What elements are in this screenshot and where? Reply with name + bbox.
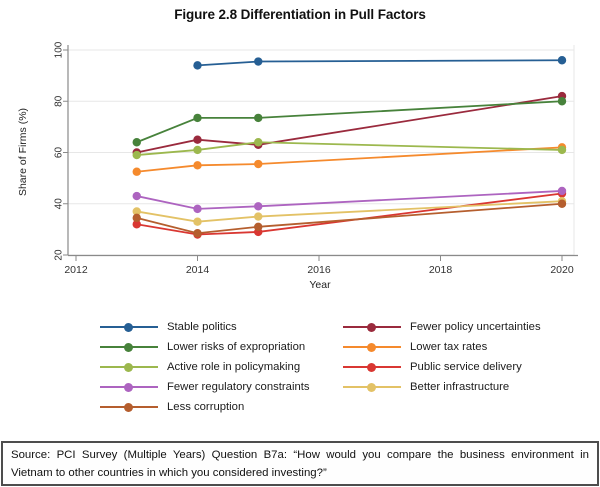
series-marker bbox=[193, 135, 202, 144]
series-marker bbox=[132, 138, 141, 147]
series-marker bbox=[132, 150, 141, 160]
legend-line-marker bbox=[100, 382, 158, 393]
series-line bbox=[136, 146, 563, 173]
legend-label: Active role in policymaking bbox=[167, 361, 301, 373]
legend-item: Fewer regulatory constraints bbox=[100, 377, 343, 397]
legend-line-marker bbox=[100, 322, 158, 333]
series-marker bbox=[193, 229, 202, 238]
x-tick-label: 2012 bbox=[64, 264, 88, 276]
legend-line-marker bbox=[343, 322, 401, 333]
legend-line-marker bbox=[100, 362, 158, 373]
series-line bbox=[136, 141, 563, 156]
series-marker bbox=[132, 213, 141, 223]
legend-item: Stable politics bbox=[100, 317, 343, 337]
series-marker bbox=[254, 113, 263, 123]
legend-item: Lower risks of expropriation bbox=[100, 337, 343, 357]
x-tick-label: 2014 bbox=[186, 264, 210, 276]
source-note-text: Source: PCI Survey (Multiple Years) Ques… bbox=[11, 449, 589, 479]
legend-label: Better infrastructure bbox=[410, 381, 510, 393]
figure-title: Figure 2.8 Differentiation in Pull Facto… bbox=[174, 7, 426, 22]
x-axis-title: Year bbox=[309, 279, 331, 291]
legend-line-marker bbox=[100, 342, 158, 353]
legend-label: Stable politics bbox=[167, 321, 237, 333]
legend-label: Public service delivery bbox=[410, 361, 522, 373]
series-marker bbox=[557, 186, 567, 196]
series-marker bbox=[193, 161, 202, 170]
series-marker bbox=[254, 57, 263, 66]
legend-line-marker bbox=[343, 362, 401, 373]
legend-item: Better infrastructure bbox=[343, 377, 580, 397]
x-tick-label: 2018 bbox=[429, 264, 453, 276]
series-marker bbox=[132, 220, 141, 229]
series-marker bbox=[254, 138, 263, 147]
series-marker bbox=[193, 217, 202, 226]
legend-line-marker bbox=[343, 342, 401, 353]
legend-item: Less corruption bbox=[100, 397, 343, 417]
x-tick-label: 2016 bbox=[307, 264, 331, 276]
series-marker bbox=[193, 145, 202, 155]
y-axis-title: Share of Firms (%) bbox=[17, 108, 29, 196]
series-marker bbox=[254, 222, 263, 232]
legend-line-marker bbox=[343, 382, 401, 393]
source-note-box: Source: PCI Survey (Multiple Years) Ques… bbox=[1, 441, 599, 486]
series-marker bbox=[557, 199, 567, 208]
legend-label: Fewer regulatory constraints bbox=[167, 381, 310, 393]
series-marker bbox=[254, 159, 263, 169]
legend-line-marker bbox=[100, 402, 158, 413]
series-marker bbox=[132, 207, 141, 216]
series-line bbox=[136, 200, 563, 223]
legend-label: Less corruption bbox=[167, 401, 245, 413]
series-marker bbox=[254, 212, 263, 221]
legend-item: Active role in policymaking bbox=[100, 357, 343, 377]
series-marker bbox=[254, 202, 263, 211]
chart-legend: Stable politics Lower risks of expropriat… bbox=[100, 317, 580, 417]
y-tick-label: 60 bbox=[54, 147, 65, 159]
series-marker bbox=[557, 97, 567, 106]
y-tick-label: 40 bbox=[54, 198, 65, 210]
series-marker bbox=[132, 191, 141, 201]
legend-item: Public service delivery bbox=[343, 357, 580, 377]
series-line bbox=[136, 202, 563, 235]
y-tick-label: 100 bbox=[54, 41, 65, 58]
series-line bbox=[197, 59, 563, 67]
series-line bbox=[136, 192, 563, 236]
series-marker bbox=[193, 204, 202, 214]
series-marker bbox=[193, 61, 202, 70]
legend-item: Fewer policy uncertainties bbox=[343, 317, 580, 337]
line-chart: 20 40 60 80 100 2012 2014 2016 2018 2020 Share of … bbox=[17, 41, 578, 291]
series-marker bbox=[193, 113, 202, 123]
y-tick-label: 20 bbox=[54, 249, 65, 261]
legend-label: Lower risks of expropriation bbox=[167, 341, 306, 353]
series-marker bbox=[132, 167, 141, 176]
series-line bbox=[136, 190, 563, 210]
series-marker bbox=[557, 56, 567, 65]
legend-label: Lower tax rates bbox=[410, 341, 488, 353]
y-tick-label: 80 bbox=[54, 95, 65, 107]
legend-label: Fewer policy uncertainties bbox=[410, 321, 541, 333]
legend-item: Lower tax rates bbox=[343, 337, 580, 357]
series-line bbox=[136, 95, 563, 154]
x-tick-label: 2020 bbox=[550, 264, 574, 276]
series-line bbox=[136, 100, 563, 144]
series-marker bbox=[557, 145, 567, 155]
